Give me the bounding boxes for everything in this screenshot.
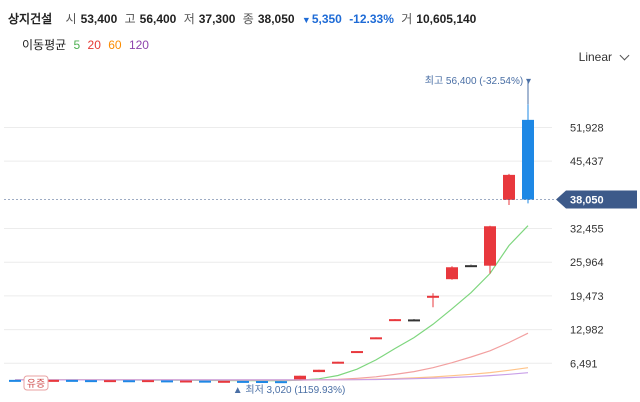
change-value: 5,350 — [311, 12, 342, 26]
candle-body — [522, 119, 534, 200]
volume-label: 거 — [401, 12, 413, 26]
high-label: 고 — [124, 12, 136, 26]
stock-name: 상지건설 — [8, 12, 53, 26]
candle-body — [275, 381, 287, 384]
stock-header: 상지건설 시 53,400 고 56,400 저 37,300 종 38,050 ▼5,… — [8, 10, 480, 27]
candle-body — [427, 295, 439, 298]
close-label: 종 — [242, 12, 254, 26]
candle-body — [104, 380, 116, 383]
change-arrow: ▼ — [301, 15, 311, 25]
last-price-tag — [556, 190, 637, 209]
candle-body — [66, 379, 78, 382]
high-value: 56,400 — [139, 12, 177, 26]
last-price-label: 38,050 — [570, 195, 604, 207]
y-tick-label: 45,437 — [570, 156, 604, 168]
open-value: 53,400 — [80, 12, 118, 26]
y-tick-label: 6,491 — [570, 358, 598, 370]
candle-body — [85, 380, 97, 383]
scale-selector[interactable]: Linear — [578, 50, 612, 64]
candle-body — [237, 380, 249, 383]
low-value: 37,300 — [198, 12, 236, 26]
candle-body — [332, 361, 344, 364]
candle-body — [294, 375, 306, 380]
candle-body — [199, 380, 211, 383]
candle-body — [408, 319, 420, 322]
ma-5-line — [15, 225, 529, 382]
open-label: 시 — [65, 12, 77, 26]
candle-body — [503, 174, 515, 200]
candle-body — [218, 380, 230, 383]
ma-20-line — [15, 332, 529, 381]
y-tick-label: 25,964 — [570, 257, 604, 269]
y-tick-label: 32,455 — [570, 224, 604, 236]
min-annotation-label: ▲ 최저 3,020 (1159.93%) — [233, 384, 346, 396]
candle-body — [142, 380, 154, 383]
ma-120-label[interactable]: 120 — [128, 38, 149, 52]
moving-average-legend: 이동평균 5 20 60 120 — [22, 36, 153, 53]
event-badge-label: 유증 — [27, 378, 45, 390]
candle-body — [256, 381, 268, 384]
ma-60-label[interactable]: 60 — [108, 38, 122, 52]
candle-body — [389, 319, 401, 322]
low-label: 저 — [183, 12, 195, 26]
max-annotation-label: 최고 56,400 (-32.54%) ▾ — [425, 75, 531, 87]
candle-body — [9, 379, 21, 382]
y-tick-label: 12,982 — [570, 325, 604, 337]
event-badge — [23, 375, 49, 391]
ma-20-label[interactable]: 20 — [87, 38, 101, 52]
ma-5-label[interactable]: 5 — [73, 38, 81, 52]
close-value: 38,050 — [257, 12, 295, 26]
candle-body — [161, 380, 173, 383]
candle-body — [47, 379, 59, 382]
candle-body — [313, 369, 325, 373]
volume-value: 10,605,140 — [416, 12, 477, 26]
change-percent: -12.33% — [349, 12, 394, 26]
y-tick-label: 19,473 — [570, 291, 604, 303]
ma-120-line — [15, 372, 529, 381]
y-tick-label: 51,928 — [570, 122, 604, 134]
candle-body — [484, 226, 496, 266]
candle-body — [180, 380, 192, 383]
candle-body — [123, 380, 135, 383]
candle-body — [446, 267, 458, 280]
candle-body — [351, 351, 363, 354]
candle-body — [465, 265, 477, 268]
candle-body — [370, 337, 382, 340]
ma-legend-label: 이동평균 — [22, 38, 67, 52]
